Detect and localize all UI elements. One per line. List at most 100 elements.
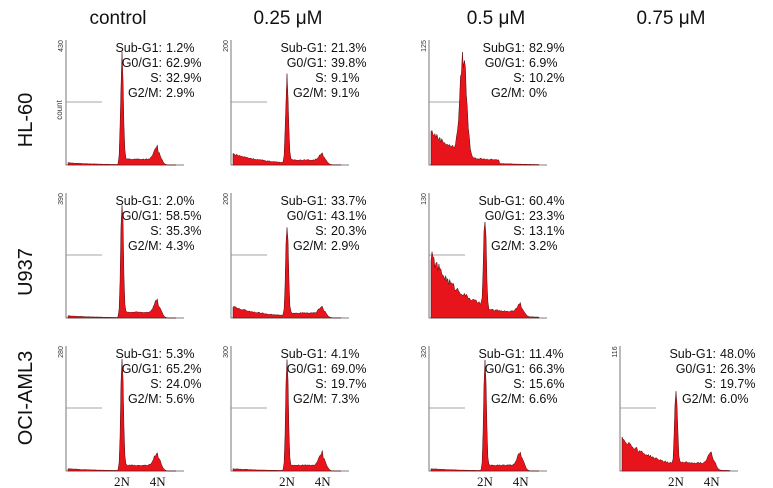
dna-content-histogram xyxy=(232,359,341,472)
phase-label: S: xyxy=(513,224,525,238)
phase-value: 10.2% xyxy=(529,71,564,85)
phase-stat: G0/G1: 6.9% xyxy=(485,56,558,70)
phase-stat: S: 10.2% xyxy=(513,71,564,85)
phase-label: S: xyxy=(315,71,327,85)
phase-label: G0/G1: xyxy=(287,209,327,223)
phase-value: 21.3% xyxy=(331,41,366,55)
phase-stat: S: 9.1% xyxy=(315,71,359,85)
phase-label: S: xyxy=(704,377,716,391)
phase-label: G0/G1: xyxy=(287,56,327,70)
phase-label: G2/M: xyxy=(293,392,327,406)
phase-value: 82.9% xyxy=(529,41,564,55)
phase-stat: G0/G1: 39.8% xyxy=(287,56,367,70)
phase-label: Sub-G1: xyxy=(280,194,327,208)
row-headers: HL-60 U937 OCI-AML3 xyxy=(15,93,37,445)
phase-label: S: xyxy=(150,377,162,391)
phase-label: G2/M: xyxy=(491,86,525,100)
phase-stat: S: 15.6% xyxy=(513,377,564,391)
phase-value: 19.7% xyxy=(331,377,366,391)
phase-label: Sub-G1: xyxy=(280,41,327,55)
phase-label: G0/G1: xyxy=(485,362,525,376)
y-max-label: 300 xyxy=(223,346,230,358)
phase-stat: S: 13.1% xyxy=(513,224,564,238)
dna-content-histogram xyxy=(430,359,539,472)
histogram-panel: 200 Sub-G1: 33.7% G0/G1: 43.1% S: 20.3% G2/M: 2.… xyxy=(223,193,366,319)
phase-value: 6.6% xyxy=(529,392,558,406)
x-tick-label: 4N xyxy=(704,474,721,488)
phase-value: 19.7% xyxy=(720,377,755,391)
phase-stat: S: 32.9% xyxy=(150,71,201,85)
phase-stat: Sub-G1: 4.1% xyxy=(280,347,359,361)
dna-content-histogram xyxy=(430,51,540,166)
x-tick-label: 2N xyxy=(477,474,494,488)
phase-stat: Sub-G1: 1.2% xyxy=(115,41,194,55)
phase-value: 1.2% xyxy=(166,41,195,55)
phase-stat: Sub-G1: 48.0% xyxy=(669,347,755,361)
phase-stat: Sub-G1: 11.4% xyxy=(478,347,563,361)
phase-label: Sub-G1: xyxy=(478,194,525,208)
column-header: control xyxy=(89,8,146,29)
phase-stat: G2/M: 2.9% xyxy=(128,86,195,100)
phase-stat: G2/M: 5.6% xyxy=(128,392,195,406)
column-headers: control 0.25 μM 0.5 μM 0.75 μM xyxy=(89,8,705,29)
phase-stat: G2/M: 2.9% xyxy=(293,239,360,253)
phase-label: G2/M: xyxy=(491,239,525,253)
phase-value: 39.8% xyxy=(331,56,366,70)
y-max-label: 390 xyxy=(58,193,65,205)
y-max-label: 200 xyxy=(223,193,230,205)
phase-label: S: xyxy=(150,71,162,85)
phase-label: S: xyxy=(513,377,525,391)
dna-content-histogram xyxy=(232,73,342,166)
column-header: 0.75 μM xyxy=(636,8,705,29)
phase-stat: G0/G1: 69.0% xyxy=(287,362,367,376)
y-max-label: 320 xyxy=(421,346,428,358)
column-header: 0.25 μM xyxy=(253,8,322,29)
phase-value: 69.0% xyxy=(331,362,366,376)
phase-value: 11.4% xyxy=(529,347,564,361)
phase-value: 48.0% xyxy=(720,347,755,361)
phase-value: 3.2% xyxy=(529,239,558,253)
phase-label: S: xyxy=(150,224,162,238)
phase-stat: G0/G1: 65.2% xyxy=(122,362,202,376)
phase-value: 2.0% xyxy=(166,194,195,208)
dna-content-histogram xyxy=(67,205,176,319)
row-header: OCI-AML3 xyxy=(15,351,37,445)
phase-label: G2/M: xyxy=(128,86,162,100)
phase-label: G0/G1: xyxy=(485,56,525,70)
phase-value: 2.9% xyxy=(166,86,195,100)
phase-stat: S: 24.0% xyxy=(150,377,201,391)
y-max-label: 125 xyxy=(421,40,428,52)
row-header: U937 xyxy=(15,248,37,296)
phase-value: 33.7% xyxy=(331,194,366,208)
x-tick-label: 4N xyxy=(315,474,332,488)
phase-stat: SubG1: 82.9% xyxy=(483,41,565,55)
phase-label: SubG1: xyxy=(483,41,525,55)
x-tick-label: 4N xyxy=(513,474,530,488)
histogram-panel: 390 Sub-G1: 2.0% G0/G1: 58.5% S: 35.3% G2/M: 4.3… xyxy=(58,193,201,319)
phase-value: 66.3% xyxy=(529,362,564,376)
phase-stat: S: 20.3% xyxy=(315,224,366,238)
phase-value: 24.0% xyxy=(166,377,201,391)
dna-content-histogram xyxy=(621,391,731,472)
phase-value: 32.9% xyxy=(166,71,201,85)
row-header: HL-60 xyxy=(15,93,37,147)
dna-content-histogram xyxy=(232,227,342,319)
phase-value: 7.3% xyxy=(331,392,360,406)
histogram-panel: 320 Sub-G1: 11.4% G0/G1: 66.3% S: 15.6% G2/M: 6.… xyxy=(421,346,564,488)
phase-label: G0/G1: xyxy=(676,362,716,376)
phase-stat: G2/M: 6.6% xyxy=(491,392,558,406)
phase-value: 26.3% xyxy=(720,362,755,376)
dna-content-histogram xyxy=(430,221,540,319)
phase-label: Sub-G1: xyxy=(115,194,162,208)
phase-value: 4.1% xyxy=(331,347,360,361)
phase-stat: S: 35.3% xyxy=(150,224,201,238)
x-tick-label: 2N xyxy=(668,474,685,488)
phase-stat: G0/G1: 66.3% xyxy=(485,362,565,376)
x-tick-label: 2N xyxy=(279,474,296,488)
phase-label: G2/M: xyxy=(682,392,716,406)
histogram-panel: 130 Sub-G1: 60.4% G0/G1: 23.3% S: 13.1% G2/M: 3.… xyxy=(421,193,564,319)
phase-label: G0/G1: xyxy=(122,362,162,376)
phase-label: G0/G1: xyxy=(485,209,525,223)
